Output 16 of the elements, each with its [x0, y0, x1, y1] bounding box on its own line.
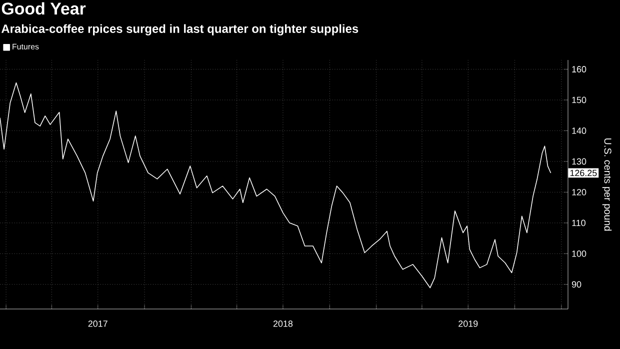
annotation: 126.25 — [570, 170, 597, 176]
y-tick-label: 100 — [572, 250, 586, 257]
y-tick-label: 130 — [572, 158, 586, 165]
y-tick-label: 110 — [572, 220, 586, 226]
chart-subtitle: Arabica-coffee rpices surged in last quarter on tighter supplies — [1, 24, 358, 36]
chart-title: Good Year — [2, 2, 86, 15]
y-tick-label: 150 — [572, 96, 586, 104]
y-tick-label: 160 — [572, 66, 586, 72]
y-tick-label: 120 — [572, 189, 586, 196]
y-tick-label: 140 — [572, 128, 586, 134]
x-tick-label: 2018 — [273, 320, 293, 327]
x-tick-label: 2019 — [458, 320, 478, 327]
y-axis-title: U.S. cents per pound — [602, 138, 612, 231]
x-tick-label: 2017 — [88, 320, 108, 327]
y-tick-label: 90 — [572, 281, 582, 288]
line-series — [0, 82, 552, 288]
